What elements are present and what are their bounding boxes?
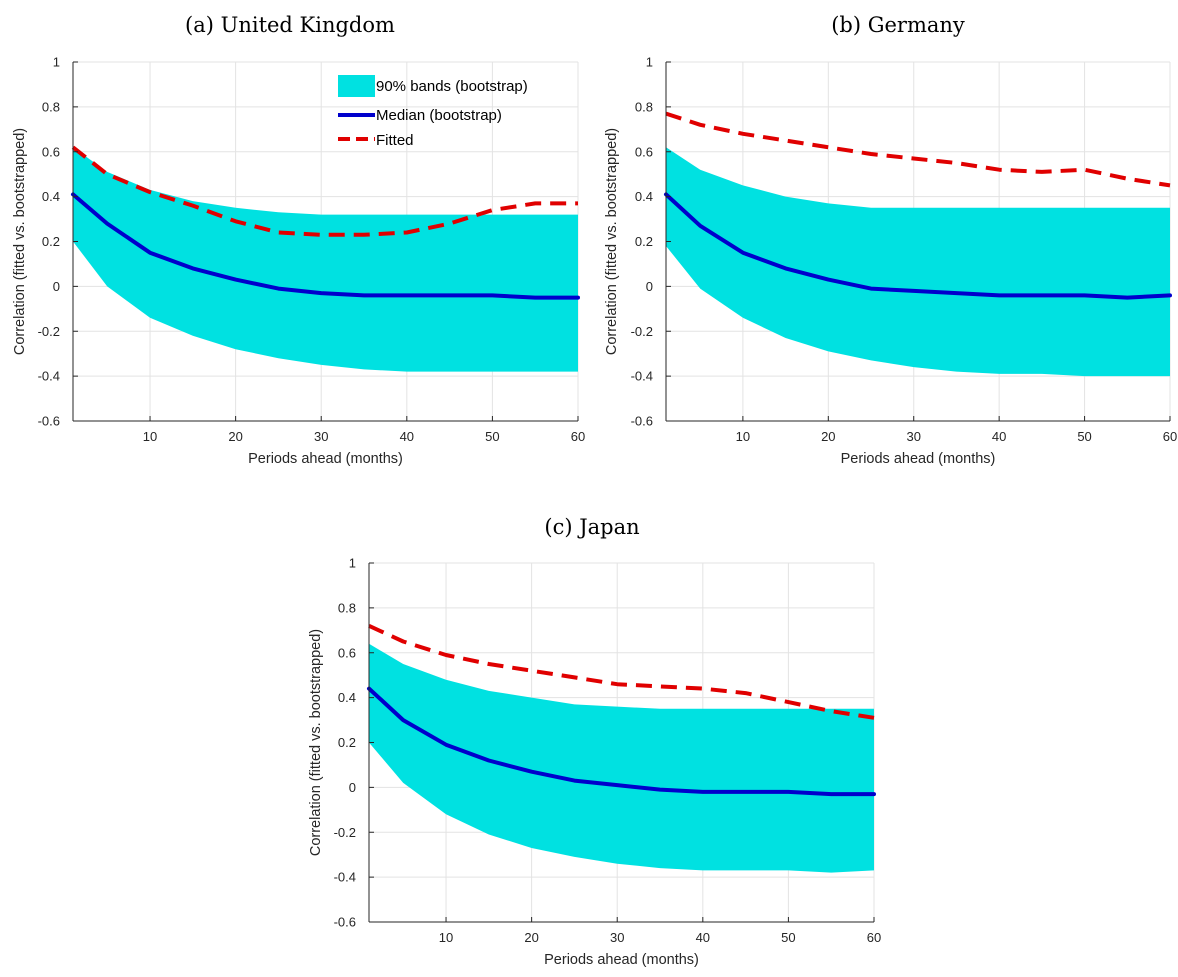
chart-panel-2: (b) Germany 10 20 30 40 50 60 -0.6 -0.4 -0.2 0 0.2 0… (604, 13, 1177, 467)
confidence-band-area (666, 147, 1170, 377)
x-tick-label: 40 (400, 429, 414, 444)
x-tick-label: 60 (867, 930, 881, 945)
x-tick-label: 20 (524, 930, 538, 945)
chart-title: (c) Japan (544, 515, 639, 539)
y-tick-label: 0.2 (42, 234, 60, 249)
x-tick-label: 30 (314, 429, 328, 444)
x-tick-label: 10 (439, 930, 453, 945)
y-tick-label: 0.6 (338, 645, 356, 660)
fitted-line (665, 111, 1171, 188)
y-tick-label: 0.8 (338, 600, 356, 615)
y-tick-label: -0.4 (38, 369, 60, 384)
y-tick-label: -0.2 (38, 324, 60, 339)
median-line (71, 192, 580, 300)
legend-label: Fitted (376, 132, 414, 149)
x-tick-label: 10 (736, 429, 750, 444)
y-axis-label: Correlation (fitted vs. bootstrapped) (12, 128, 28, 355)
y-tick-label: -0.2 (334, 825, 356, 840)
x-tick-label: 10 (143, 429, 157, 444)
chart-title: (a) United Kingdom (185, 13, 395, 37)
confidence-band-area (369, 643, 874, 873)
x-tick-label: 20 (228, 429, 242, 444)
y-tick-label: 0.4 (338, 690, 356, 705)
y-tick-label: 1 (646, 55, 653, 70)
y-tick-label: -0.4 (334, 870, 356, 885)
y-tick-label: 0 (646, 279, 653, 294)
x-axis-label: Periods ahead (months) (248, 451, 403, 467)
y-axis-label: Correlation (fitted vs. bootstrapped) (604, 128, 620, 355)
legend-label: Median (bootstrap) (376, 107, 502, 124)
y-tick-label: 0.6 (42, 144, 60, 159)
y-tick-label: 0.8 (42, 99, 60, 114)
y-tick-label: 0.4 (42, 189, 60, 204)
x-tick-label: 40 (992, 429, 1006, 444)
x-axis-label: Periods ahead (months) (841, 451, 996, 467)
y-tick-label: 0.6 (635, 144, 653, 159)
fitted-line (368, 623, 875, 720)
x-tick-label: 50 (485, 429, 499, 444)
y-tick-label: 0 (349, 780, 356, 795)
fitted-line (71, 145, 578, 237)
y-axis-label: Correlation (fitted vs. bootstrapped) (308, 629, 324, 856)
x-tick-label: 60 (571, 429, 585, 444)
y-tick-label: 0.4 (635, 189, 653, 204)
y-tick-label: -0.4 (631, 369, 653, 384)
legend: 90% bands (bootstrap) Median (bootstrap) F… (338, 75, 528, 149)
y-tick-label: -0.6 (631, 414, 653, 429)
x-tick-label: 50 (1077, 429, 1091, 444)
x-tick-label: 40 (696, 930, 710, 945)
legend-label: 90% bands (bootstrap) (376, 78, 528, 95)
chart-title: (b) Germany (831, 13, 965, 37)
x-tick-label: 30 (906, 429, 920, 444)
y-tick-label: -0.6 (38, 414, 60, 429)
x-tick-label: 60 (1163, 429, 1177, 444)
y-tick-label: 1 (349, 556, 356, 571)
legend-swatch-band (338, 75, 375, 97)
confidence-band-area (73, 147, 578, 372)
x-tick-label: 30 (610, 930, 624, 945)
y-tick-label: -0.2 (631, 324, 653, 339)
y-tick-label: 0 (53, 279, 60, 294)
y-tick-label: 0.2 (338, 735, 356, 750)
y-tick-label: -0.6 (334, 915, 356, 930)
x-tick-label: 50 (781, 930, 795, 945)
x-tick-label: 20 (821, 429, 835, 444)
chart-panel-3: (c) Japan 10 20 30 40 50 60 -0.6 -0.4 -0.2 0 0.2 0.4… (308, 515, 881, 968)
y-tick-label: 0.8 (635, 99, 653, 114)
median-line (664, 192, 1172, 300)
y-tick-label: 0.2 (635, 234, 653, 249)
x-axis-label: Periods ahead (months) (544, 952, 699, 968)
median-line (367, 686, 876, 797)
y-tick-label: 1 (53, 55, 60, 70)
